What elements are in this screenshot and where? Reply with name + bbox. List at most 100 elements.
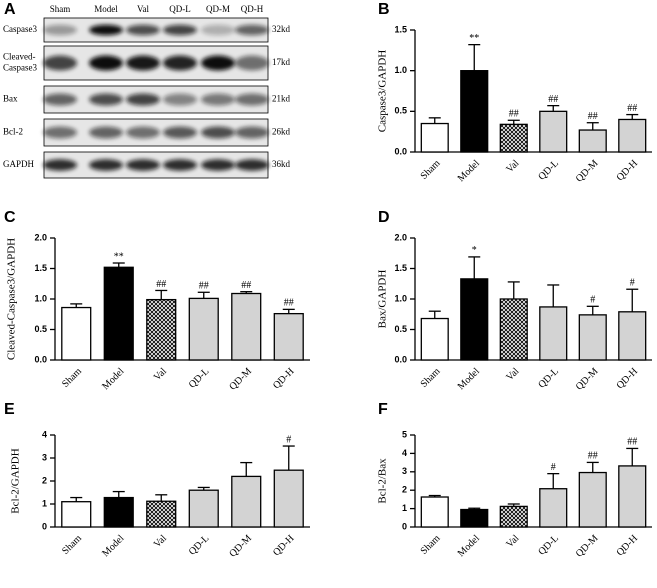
significance-label: #	[590, 295, 595, 306]
bar	[146, 298, 177, 361]
blot-band	[163, 159, 197, 171]
y-tick-label: 4	[42, 429, 47, 439]
y-axis-title: Cleaved-Caspase3/GAPDH	[6, 238, 18, 360]
blot-band	[89, 159, 123, 171]
protein-label: Cleaved-	[3, 52, 35, 62]
bar	[460, 508, 489, 528]
y-tick-label: 2.0	[34, 232, 47, 242]
bar	[539, 110, 568, 153]
bar	[539, 306, 568, 361]
x-tick-label: QD-M	[574, 533, 601, 560]
bar	[188, 489, 219, 528]
y-tick-label: 0.0	[394, 146, 407, 156]
lane-label: QD-L	[169, 4, 191, 14]
bar	[61, 306, 92, 361]
bar	[231, 292, 262, 361]
x-tick-label: Sham	[419, 533, 443, 557]
y-tick-label: 0.5	[394, 106, 407, 116]
blot-band	[89, 55, 123, 71]
x-tick-label: QD-H	[271, 533, 296, 558]
significance-label: **	[469, 33, 479, 44]
x-tick-label: QD-L	[536, 158, 561, 183]
x-tick-label: QD-H	[615, 533, 640, 558]
x-tick-label: QD-M	[227, 533, 254, 560]
x-tick-label: Sham	[60, 366, 84, 390]
blot-band	[235, 126, 269, 139]
bar	[146, 500, 177, 528]
significance-label: ##	[588, 451, 598, 462]
panel-label: B	[378, 1, 390, 18]
significance-label: ##	[588, 111, 598, 122]
bar	[273, 312, 304, 361]
y-tick-label: 0	[402, 521, 407, 531]
x-tick-label: QD-L	[187, 533, 212, 558]
bar	[420, 496, 449, 528]
x-tick-label: Model	[100, 533, 126, 559]
blot-band	[43, 55, 77, 71]
significance-label: **	[114, 251, 124, 262]
size-label: 17kd	[272, 57, 291, 67]
significance-label: ##	[156, 279, 166, 290]
bar	[578, 314, 607, 361]
bar	[618, 118, 647, 153]
y-tick-label: 1.0	[394, 293, 407, 303]
bar	[618, 311, 647, 361]
blot-band	[89, 93, 123, 106]
y-tick-label: 0.0	[34, 354, 47, 364]
x-tick-label: QD-H	[615, 366, 640, 391]
blot-band	[163, 126, 197, 139]
blot-band	[126, 159, 160, 171]
significance-label: ##	[509, 109, 519, 120]
significance-label: #	[551, 462, 556, 473]
size-label: 21kd	[272, 94, 291, 104]
x-tick-label: QD-M	[574, 158, 601, 185]
x-tick-label: QD-L	[536, 366, 561, 391]
x-tick-label: Model	[456, 533, 482, 559]
y-tick-label: 1	[42, 498, 47, 508]
bar	[420, 317, 449, 361]
significance-label: ##	[284, 298, 294, 309]
blot-band	[163, 55, 197, 71]
panel-label: F	[378, 401, 388, 418]
blot-band	[43, 126, 77, 139]
x-tick-label: Val	[152, 533, 169, 550]
bar	[420, 122, 449, 153]
y-tick-label: 1.0	[394, 65, 407, 75]
blot-band	[201, 159, 235, 171]
y-tick-label: 2	[402, 485, 407, 495]
panel-label: D	[378, 209, 390, 226]
significance-label: ##	[627, 437, 637, 448]
x-tick-label: Model	[456, 158, 482, 184]
bar	[273, 469, 304, 528]
x-tick-label: Sham	[419, 366, 443, 390]
y-tick-label: 1.5	[394, 24, 407, 34]
blot-band	[89, 126, 123, 139]
y-tick-label: 0	[42, 521, 47, 531]
bar	[539, 488, 568, 528]
x-tick-label: Model	[100, 366, 126, 392]
y-axis-title: Bcl-2/Bax	[377, 458, 389, 504]
protein-label: Caspase3	[3, 24, 37, 34]
blot-band	[126, 93, 160, 106]
y-tick-label: 1.5	[394, 263, 407, 273]
blot-band	[126, 55, 160, 71]
blot-band	[201, 93, 235, 106]
bar	[188, 297, 219, 361]
blot-band	[163, 24, 197, 36]
protein-label: Bcl-2	[3, 127, 23, 137]
size-label: 32kd	[272, 24, 291, 34]
y-tick-label: 2	[42, 475, 47, 485]
lane-label: Val	[137, 4, 149, 14]
y-tick-label: 1.5	[34, 263, 47, 273]
y-axis-title: Caspase3/GAPDH	[377, 50, 389, 133]
y-tick-label: 3	[402, 466, 407, 476]
blot-band	[126, 126, 160, 139]
bar	[499, 298, 528, 361]
x-tick-label: Sham	[60, 533, 84, 557]
significance-label: ##	[199, 281, 209, 292]
blot-band	[126, 24, 160, 36]
x-tick-label: Sham	[419, 158, 443, 182]
bar	[231, 475, 262, 528]
lane-label: Model	[94, 4, 118, 14]
x-tick-label: QD-H	[615, 158, 640, 183]
